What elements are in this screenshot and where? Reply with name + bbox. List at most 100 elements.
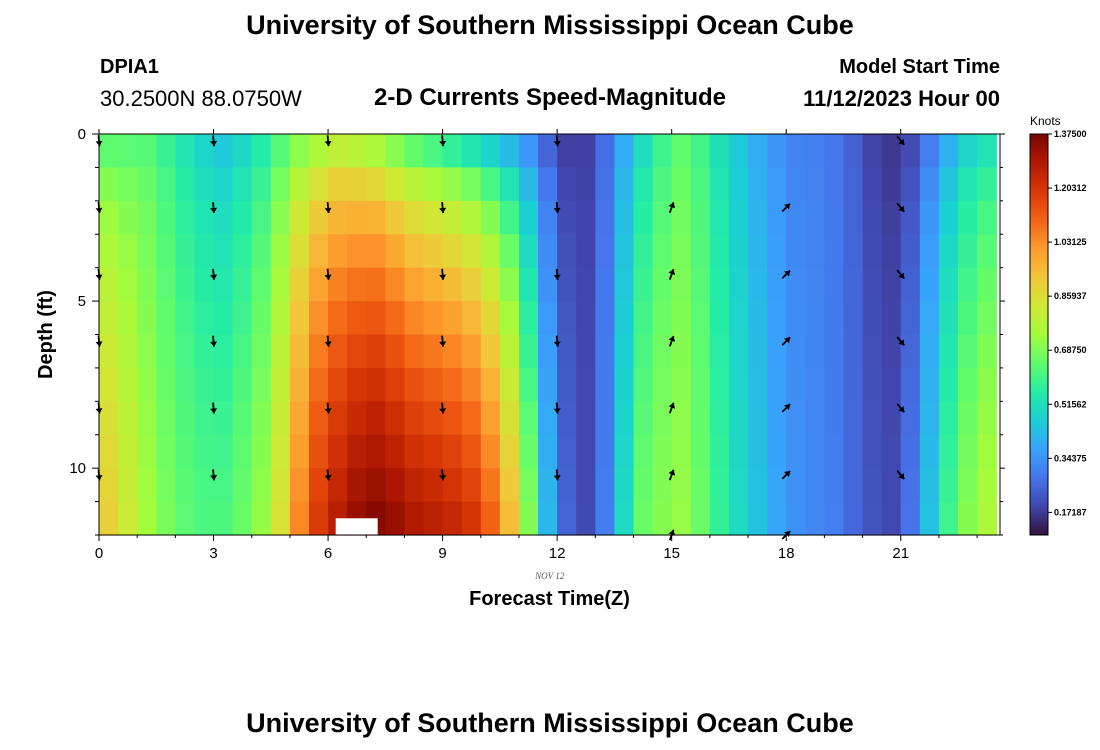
heatmap-cell	[99, 301, 119, 336]
heatmap-cell	[576, 134, 596, 169]
heatmap-cell	[671, 267, 692, 302]
heatmap-cell	[328, 301, 348, 336]
heatmap-cell	[461, 501, 482, 536]
arrow-head	[439, 140, 447, 147]
heatmap-cell	[442, 501, 463, 536]
heatmap-cell	[557, 134, 577, 169]
heatmap-cell	[977, 468, 997, 503]
heatmap-cell	[347, 267, 367, 302]
heatmap-cell	[194, 167, 215, 202]
heatmap-cell	[576, 301, 596, 336]
heatmap-cell	[728, 501, 749, 536]
arrow-head	[439, 475, 447, 481]
arrow-head	[898, 406, 905, 413]
colorbar-tick-label: 0.68750	[1054, 345, 1087, 355]
colorbar-tick-label: 1.03125	[1054, 237, 1087, 247]
heatmap-cell	[805, 501, 826, 536]
heatmap-cell	[175, 234, 196, 269]
heatmap-cell	[843, 334, 864, 369]
heatmap-cell	[633, 468, 654, 503]
heatmap-cell	[919, 401, 940, 436]
heatmap-cell	[881, 401, 902, 436]
heatmap-cell	[194, 134, 215, 169]
heatmap-cell	[480, 167, 501, 202]
heatmap-cell	[633, 367, 654, 402]
heatmap-cell	[194, 401, 215, 436]
heatmap-cell	[824, 167, 845, 202]
current-vector-arrow	[95, 335, 103, 347]
current-vector-arrow	[781, 269, 791, 279]
arrow-head	[324, 274, 332, 280]
heatmap-cell	[748, 267, 768, 302]
heatmap-cell	[289, 367, 310, 402]
heatmap-cell	[213, 367, 234, 402]
heatmap-cell	[728, 434, 749, 469]
heatmap-cell	[118, 167, 138, 202]
heatmap-cell	[576, 167, 596, 202]
arrow-head	[324, 140, 332, 147]
heatmap-cell	[576, 367, 596, 402]
heatmap-cell	[404, 468, 425, 503]
current-vector-arrow	[781, 470, 791, 480]
heatmap-cell	[786, 167, 806, 202]
heatmap-cell	[347, 167, 367, 202]
current-vector-arrow	[896, 403, 905, 413]
heatmap-cell	[786, 501, 806, 536]
heatmap-cell	[805, 200, 826, 235]
heatmap-cell	[175, 468, 196, 503]
heatmap-cell	[881, 301, 902, 336]
current-vector-arrow	[896, 336, 905, 346]
footer-title: University of Southern Mississippi Ocean…	[246, 708, 854, 738]
heatmap-cell	[404, 334, 425, 369]
heatmap-cell	[518, 301, 539, 336]
heatmap-cell	[671, 234, 692, 269]
y-tick-label: 10	[69, 460, 86, 477]
heatmap-cell	[423, 468, 444, 503]
current-vectors	[95, 135, 905, 541]
heatmap-cell	[442, 167, 463, 202]
heatmap-cell	[232, 401, 253, 436]
heatmap-cell	[118, 334, 138, 369]
heatmap-cell	[728, 234, 749, 269]
heatmap-cell	[652, 367, 673, 402]
heatmap-cell	[767, 267, 787, 302]
heatmap-cell	[385, 401, 406, 436]
heatmap-cell	[289, 267, 310, 302]
heatmap-cell	[652, 134, 673, 169]
heatmap-cell	[232, 167, 253, 202]
heatmap-cell	[557, 167, 577, 202]
heatmap-cell	[99, 334, 119, 369]
heatmap-cell	[958, 468, 978, 503]
heatmap-cell	[308, 367, 329, 402]
heatmap-cell	[843, 167, 864, 202]
heatmap-cell	[843, 134, 864, 169]
heatmap-cell	[251, 468, 272, 503]
heatmap-cell	[633, 501, 654, 536]
heatmap-cell	[251, 501, 272, 536]
heatmap-cell	[156, 501, 177, 536]
heatmap-cell	[576, 401, 596, 436]
heatmap-cell	[595, 200, 616, 235]
heatmap-cell	[728, 200, 749, 235]
heatmap-cell	[938, 334, 959, 369]
heatmap-cell	[824, 434, 845, 469]
current-vector-arrow	[439, 402, 447, 414]
heatmap-cell	[232, 334, 253, 369]
heatmap-cell	[786, 267, 806, 302]
heatmap-cell	[576, 267, 596, 302]
heatmap-cell	[614, 501, 635, 536]
heatmap-cell	[919, 134, 940, 169]
x-tick-label: 18	[778, 545, 795, 562]
arrow-head	[553, 207, 561, 213]
heatmap-cell	[366, 167, 387, 202]
heatmap-cell	[557, 501, 577, 536]
heatmap-cell	[652, 301, 673, 336]
arrow-head	[95, 475, 103, 481]
heatmap-cell	[690, 334, 711, 369]
heatmap-cell	[614, 200, 635, 235]
heatmap-cell	[538, 200, 558, 235]
arrow-head	[668, 402, 676, 409]
heatmap-cell	[118, 468, 138, 503]
heatmap-cell	[99, 134, 119, 169]
heatmap-cell	[251, 200, 272, 235]
